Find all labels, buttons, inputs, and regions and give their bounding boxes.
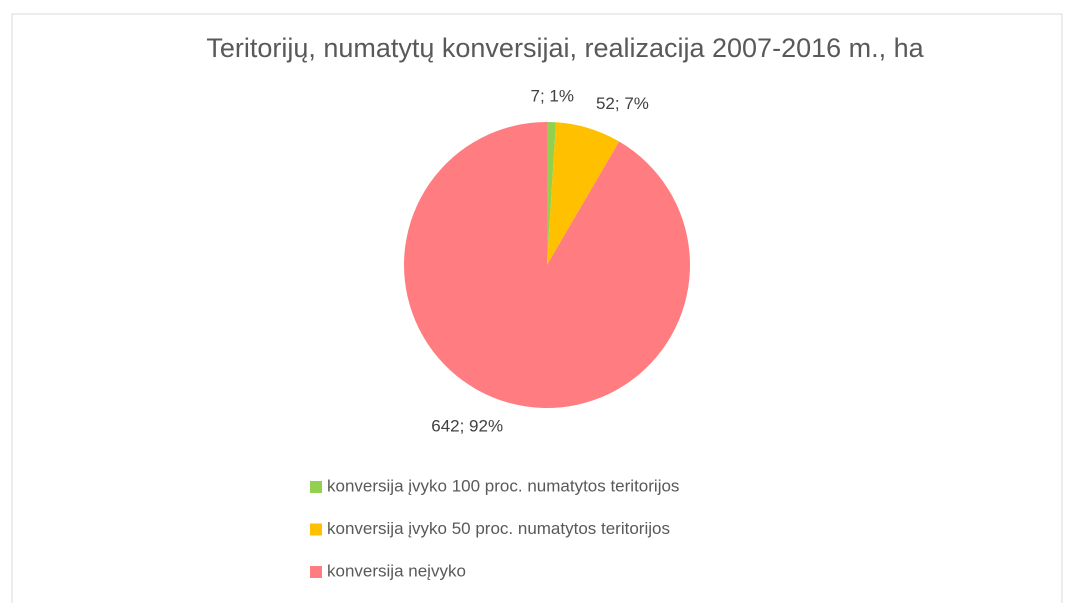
legend-label: konversija neįvyko	[327, 561, 466, 580]
legend-swatch	[310, 481, 322, 493]
legend-swatch	[310, 523, 322, 536]
pie-slice	[547, 122, 620, 265]
pie-slice	[404, 122, 691, 408]
legend-swatch	[310, 566, 322, 578]
data-label: 7; 1%	[531, 87, 574, 106]
legend-label: konversija įvyko 50 proc. numatytos teri…	[327, 519, 670, 538]
chart-title: Teritorijų, numatytų konversijai, realiz…	[206, 33, 924, 63]
data-label: 642; 92%	[431, 417, 503, 436]
pie-slice	[547, 122, 556, 265]
data-label: 52; 7%	[596, 94, 649, 113]
legend-label: konversija įvyko 100 proc. numatytos ter…	[327, 476, 679, 495]
